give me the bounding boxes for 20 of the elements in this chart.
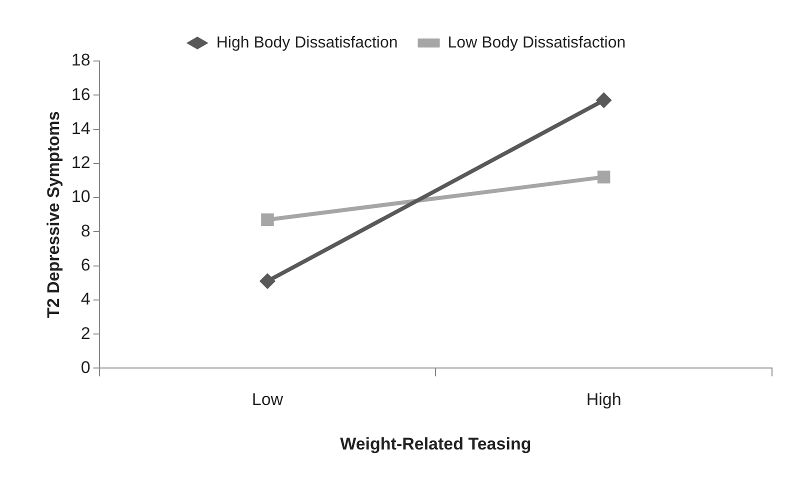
y-tick-label: 0	[80, 358, 90, 377]
x-tick-label: High	[586, 390, 622, 410]
y-tick-label: 6	[80, 255, 90, 274]
x-tick-label: Low	[252, 390, 284, 410]
y-tick-label: 2	[80, 324, 90, 343]
y-tick-label: 8	[80, 221, 90, 240]
point	[597, 170, 610, 184]
x-axis-title: Weight-Related Teasing	[340, 434, 532, 454]
point	[261, 213, 274, 226]
y-tick-label: 14	[71, 118, 90, 138]
point	[259, 273, 276, 290]
y-tick-label: 10	[71, 187, 90, 206]
y-tick-label: 12	[71, 153, 90, 172]
legend-label: High Body Dissatisfaction	[216, 34, 398, 52]
legend-label: Low Body Dissatisfaction	[448, 34, 626, 52]
y-tick-label: 16	[71, 84, 90, 104]
point	[596, 92, 612, 108]
y-tick-label: 18	[71, 50, 90, 70]
y-axis-title: T2 Depressive Symptoms	[44, 111, 63, 318]
y-tick-label: 4	[80, 290, 90, 309]
